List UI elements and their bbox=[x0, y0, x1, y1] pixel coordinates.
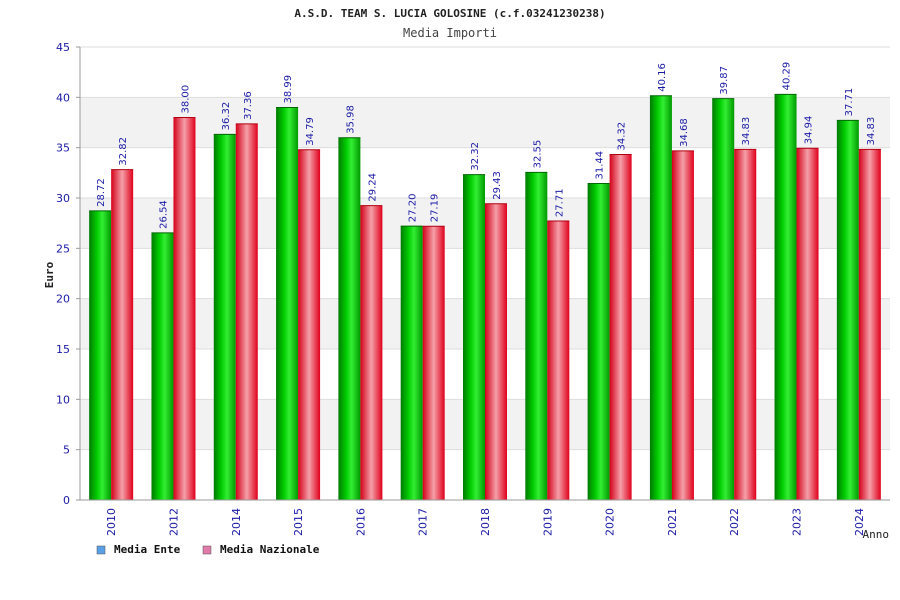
value-label-media-ente-2017: 27.20 bbox=[408, 194, 419, 223]
value-label-media-ente-2016: 35.98 bbox=[345, 105, 356, 134]
bar-media-nazionale-2020 bbox=[609, 154, 632, 500]
bar-media-nazionale-2014 bbox=[235, 123, 258, 500]
bar-media-nazionale-2022 bbox=[734, 149, 757, 501]
x-tick-label-2019: 2019 bbox=[541, 508, 554, 536]
bar-media-ente-2016 bbox=[338, 137, 361, 500]
value-label-media-nazionale-2017: 27.19 bbox=[430, 194, 441, 223]
x-tick-label-2021: 2021 bbox=[666, 508, 679, 536]
y-tick-label: 35 bbox=[56, 142, 70, 155]
x-tick-label-2022: 2022 bbox=[728, 508, 741, 536]
value-label-media-nazionale-2018: 29.43 bbox=[492, 171, 503, 200]
bar-media-ente-2021 bbox=[649, 95, 672, 501]
bars bbox=[89, 93, 881, 501]
legend-label-media-nazionale: Media Nazionale bbox=[220, 543, 320, 556]
bar-media-ente-2022 bbox=[712, 98, 735, 500]
value-label-media-ente-2021: 40.16 bbox=[657, 63, 668, 92]
value-label-media-ente-2015: 38.99 bbox=[283, 75, 294, 104]
value-label-media-ente-2020: 31.44 bbox=[595, 151, 606, 180]
bar-media-nazionale-2017 bbox=[422, 226, 445, 500]
value-label-media-ente-2022: 39.87 bbox=[719, 66, 730, 95]
value-label-media-nazionale-2020: 34.32 bbox=[617, 122, 628, 151]
value-label-media-nazionale-2023: 34.94 bbox=[804, 116, 815, 145]
bar-media-ente-2015 bbox=[276, 107, 299, 500]
x-tick-label-2018: 2018 bbox=[479, 508, 492, 536]
legend-swatch-media-ente bbox=[96, 545, 106, 555]
chart-subtitle: Media Importi bbox=[403, 26, 497, 40]
x-tick-label-2012: 2012 bbox=[167, 508, 180, 536]
bar-media-nazionale-2016 bbox=[360, 205, 383, 500]
value-label-media-nazionale-2022: 34.83 bbox=[741, 117, 752, 146]
bar-media-nazionale-2019 bbox=[547, 221, 570, 500]
value-label-media-nazionale-2010: 32.82 bbox=[118, 137, 129, 166]
bar-media-nazionale-2024 bbox=[858, 149, 881, 501]
bar-media-ente-2010 bbox=[89, 210, 112, 501]
legend-label-media-ente: Media Ente bbox=[114, 543, 181, 556]
y-axis-ticks: 0 5 10 15 20 25 30 35 40 45 bbox=[56, 41, 70, 507]
value-label-media-ente-2023: 40.29 bbox=[782, 62, 793, 91]
x-tick-label-2015: 2015 bbox=[292, 508, 305, 536]
value-label-media-ente-2019: 32.55 bbox=[532, 140, 543, 169]
value-label-media-nazionale-2021: 34.68 bbox=[679, 118, 690, 147]
value-label-media-nazionale-2014: 37.36 bbox=[243, 91, 254, 120]
y-tick-label: 10 bbox=[56, 393, 70, 406]
bar-media-nazionale-2023 bbox=[796, 148, 819, 500]
grid-band bbox=[80, 97, 890, 148]
y-tick-label: 25 bbox=[56, 242, 70, 255]
bar-media-nazionale-2018 bbox=[485, 203, 507, 500]
y-axis-title: Euro bbox=[43, 261, 56, 288]
chart-title: A.S.D. TEAM S. LUCIA GOLOSINE (c.f.03241… bbox=[294, 7, 605, 20]
bar-media-ente-2020 bbox=[587, 183, 610, 500]
value-label-media-nazionale-2016: 29.24 bbox=[367, 173, 378, 202]
y-tick-label: 45 bbox=[56, 41, 70, 54]
value-label-media-nazionale-2024: 34.83 bbox=[866, 117, 877, 146]
x-tick-label-2024: 2024 bbox=[853, 508, 866, 536]
value-label-media-ente-2012: 26.54 bbox=[158, 200, 169, 229]
bar-media-ente-2014 bbox=[213, 134, 236, 500]
bar-media-ente-2018 bbox=[463, 174, 485, 501]
bar-media-nazionale-2012 bbox=[173, 117, 196, 500]
bar-media-nazionale-2010 bbox=[111, 169, 134, 500]
value-label-media-nazionale-2019: 27.71 bbox=[554, 188, 565, 217]
y-tick-label: 5 bbox=[63, 444, 70, 457]
legend-swatch-media-nazionale bbox=[202, 545, 212, 555]
bar-media-ente-2019 bbox=[525, 172, 548, 500]
x-tick-label-2014: 2014 bbox=[230, 508, 243, 536]
x-axis-ticks: 2010 2012 2014 2015 2016 2017 2018 2019 2020 2021… bbox=[105, 508, 866, 536]
bar-media-ente-2012 bbox=[151, 232, 174, 500]
x-tick-label-2017: 2017 bbox=[417, 508, 430, 536]
x-axis-title: Anno bbox=[863, 528, 890, 541]
x-tick-label-2010: 2010 bbox=[105, 508, 118, 536]
bar-media-nazionale-2015 bbox=[298, 149, 321, 500]
y-tick-label: 15 bbox=[56, 343, 70, 356]
x-tick-label-2016: 2016 bbox=[354, 508, 367, 536]
legend: Media Ente Media Nazionale bbox=[96, 543, 320, 556]
x-tick-label-2023: 2023 bbox=[791, 508, 804, 536]
x-tick-label-2020: 2020 bbox=[604, 508, 617, 536]
value-label-media-nazionale-2015: 34.79 bbox=[305, 117, 316, 146]
bar-media-ente-2017 bbox=[400, 226, 423, 501]
value-labels: 28.72 32.82 26.54 38.00 36.32 37.36 38.99 34.79… bbox=[96, 62, 877, 229]
y-tick-label: 0 bbox=[63, 494, 70, 507]
y-tick-label: 20 bbox=[56, 293, 70, 306]
bar-media-ente-2024 bbox=[836, 120, 859, 501]
value-label-media-ente-2018: 32.32 bbox=[470, 142, 481, 171]
value-label-media-nazionale-2012: 38.00 bbox=[180, 85, 191, 114]
value-label-media-ente-2014: 36.32 bbox=[221, 102, 232, 131]
value-label-media-ente-2024: 37.71 bbox=[844, 88, 855, 117]
bar-media-ente-2023 bbox=[774, 94, 797, 500]
y-tick-label: 30 bbox=[56, 192, 70, 205]
bar-media-nazionale-2021 bbox=[671, 150, 694, 500]
value-label-media-ente-2010: 28.72 bbox=[96, 178, 107, 207]
y-tick-label: 40 bbox=[56, 91, 70, 104]
